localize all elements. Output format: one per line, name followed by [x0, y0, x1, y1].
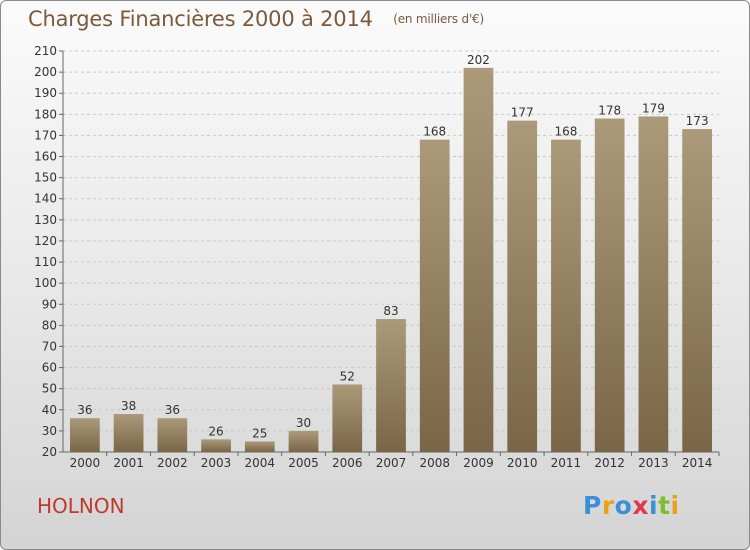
bar-2006	[332, 384, 363, 452]
data-label-2008: 168	[423, 125, 446, 139]
y-tick-label: 210	[34, 44, 57, 58]
axes: 20 30 40 50 60 70 80 90 100 110 120 130 140 150 160 170…	[34, 44, 720, 470]
x-tick-label: 2009	[463, 456, 494, 470]
x-tick-label: 2006	[332, 456, 363, 470]
bar-2002	[157, 418, 188, 452]
chart-title: Charges Financières 2000 à 2014 (en mill…	[28, 7, 484, 31]
chart-subtitle: (en milliers d'€)	[393, 12, 484, 26]
data-label-2013: 179	[642, 101, 665, 115]
y-tick-label: 180	[34, 107, 57, 121]
logo-letter: r	[601, 491, 615, 520]
x-tick-label: 2004	[245, 456, 276, 470]
chart-title-text: Charges Financières 2000 à 2014	[28, 7, 373, 31]
y-tick-label: 70	[42, 339, 57, 353]
y-tick-label: 60	[42, 361, 57, 375]
data-label-2004: 25	[252, 426, 267, 440]
bar-2005	[288, 430, 319, 452]
x-tick-label: 2005	[288, 456, 319, 470]
y-tick-label: 120	[34, 234, 57, 248]
logo-letter: t	[658, 491, 671, 520]
data-labels: 36 38 36 26 25 30 52 83 168 202 177 168 178 179 173	[77, 53, 708, 441]
x-tick-label: 2008	[419, 456, 450, 470]
y-tick-label: 100	[34, 276, 57, 290]
x-tick-label: 2007	[376, 456, 407, 470]
data-label-2012: 178	[598, 104, 621, 118]
bar-2009	[463, 67, 494, 452]
logo-letter: x	[632, 491, 649, 520]
x-tick-label: 2013	[638, 456, 669, 470]
x-tick-label: 2012	[594, 456, 625, 470]
logo-letter: i	[670, 491, 680, 520]
logo-letter: o	[614, 491, 633, 520]
data-label-2007: 83	[383, 304, 398, 318]
location-name: HOLNON	[37, 494, 125, 518]
y-tick-label: 170	[34, 128, 57, 142]
y-tick-label: 110	[34, 255, 57, 269]
bars	[69, 67, 713, 453]
y-tick-label: 80	[42, 318, 57, 332]
logo-letter: i	[649, 491, 659, 520]
bar-2001	[113, 414, 144, 452]
y-tick-label: 50	[42, 382, 57, 396]
x-tick-label: 2000	[70, 456, 101, 470]
x-tick-label: 2003	[201, 456, 232, 470]
data-label-2006: 52	[340, 369, 355, 383]
bar-2010	[507, 120, 538, 452]
y-tick-label: 30	[42, 424, 57, 438]
y-tick-label: 90	[42, 297, 57, 311]
data-label-2001: 38	[121, 399, 136, 413]
data-label-2000: 36	[77, 403, 92, 417]
data-label-2005: 30	[296, 416, 311, 430]
bar-2013	[638, 116, 669, 452]
y-tick-label: 200	[34, 65, 57, 79]
data-label-2009: 202	[467, 53, 490, 67]
data-label-2002: 36	[165, 403, 180, 417]
data-label-2010: 177	[511, 106, 534, 120]
bar-2004	[244, 441, 275, 452]
y-tick-label: 130	[34, 213, 57, 227]
bar-2003	[201, 439, 231, 452]
x-tick-label: 2002	[157, 456, 188, 470]
y-tick-label: 40	[42, 403, 57, 417]
x-tick-label: 2014	[682, 456, 713, 470]
y-tick-label: 150	[34, 171, 57, 185]
y-tick-label: 190	[34, 86, 57, 100]
bar-2012	[594, 118, 625, 453]
logo-letter: P	[583, 491, 602, 520]
y-tick-label: 160	[34, 150, 57, 164]
data-label-2014: 173	[686, 114, 709, 128]
x-tick-label: 2001	[113, 456, 144, 470]
proxiti-logo: Proxiti	[583, 491, 680, 520]
x-tick-label: 2010	[507, 456, 538, 470]
bar-2011	[551, 139, 581, 453]
bar-2014	[682, 129, 713, 452]
bar-2007	[376, 319, 406, 452]
data-label-2003: 26	[208, 424, 223, 438]
x-tick-label: 2011	[551, 456, 582, 470]
bar-2008	[419, 139, 450, 453]
data-label-2011: 168	[554, 125, 577, 139]
y-tick-label: 140	[34, 192, 57, 206]
bar-2000	[69, 418, 100, 452]
y-tick-label: 20	[42, 445, 57, 459]
